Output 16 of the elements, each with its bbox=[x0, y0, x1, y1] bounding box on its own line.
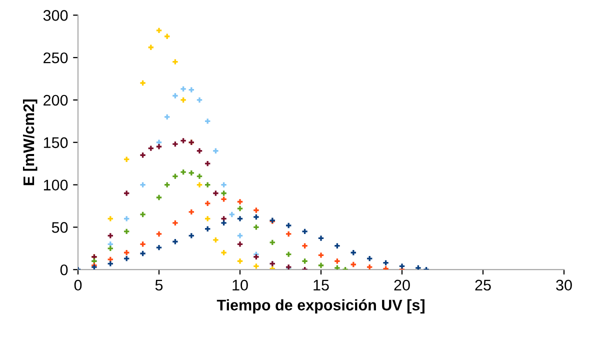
y-tick-label: 200 bbox=[44, 94, 68, 106]
x-axis-title: Tiempo de exposición UV [s] bbox=[216, 299, 424, 314]
x-tick-label: 0 bbox=[74, 280, 82, 291]
x-tick-label: 15 bbox=[314, 280, 329, 291]
y-tick-label: 0 bbox=[60, 264, 68, 276]
y-tick-label: 250 bbox=[44, 52, 68, 64]
y-tick-label: 50 bbox=[52, 222, 68, 233]
x-tick-label: 10 bbox=[232, 280, 248, 291]
x-tick-label: 30 bbox=[556, 280, 572, 291]
y-tick-label: 150 bbox=[44, 137, 68, 148]
y-axis-title: E [mW/cm2] bbox=[22, 100, 38, 186]
x-tick-label: 25 bbox=[475, 280, 491, 291]
y-tick-label: 100 bbox=[44, 180, 68, 190]
y-tick-label: 300 bbox=[43, 10, 68, 21]
x-tick-label: 5 bbox=[155, 280, 163, 291]
x-tick-label: 20 bbox=[394, 280, 410, 291]
